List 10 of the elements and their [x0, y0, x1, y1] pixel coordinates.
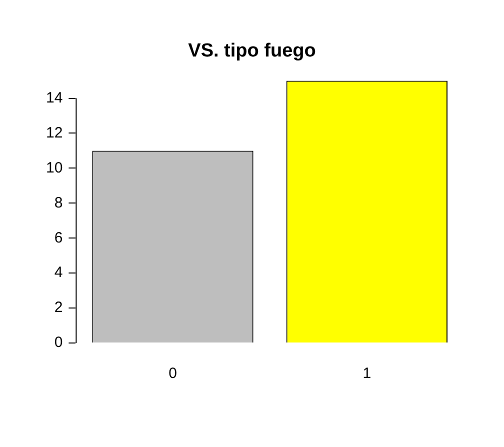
- y-tick-label: 6: [54, 229, 63, 246]
- y-tick-label: 14: [46, 89, 63, 106]
- y-tick-label: 4: [54, 264, 63, 282]
- y-tick-label: 8: [54, 194, 63, 212]
- y-tick-label: 2: [54, 299, 63, 316]
- chart-title: VS. tipo fuego: [188, 40, 316, 62]
- y-tick-label: 10: [46, 159, 63, 176]
- x-tick-label: 1: [362, 365, 372, 382]
- y-tick-label: 0: [54, 334, 63, 352]
- y-tick-label: 12: [46, 124, 63, 142]
